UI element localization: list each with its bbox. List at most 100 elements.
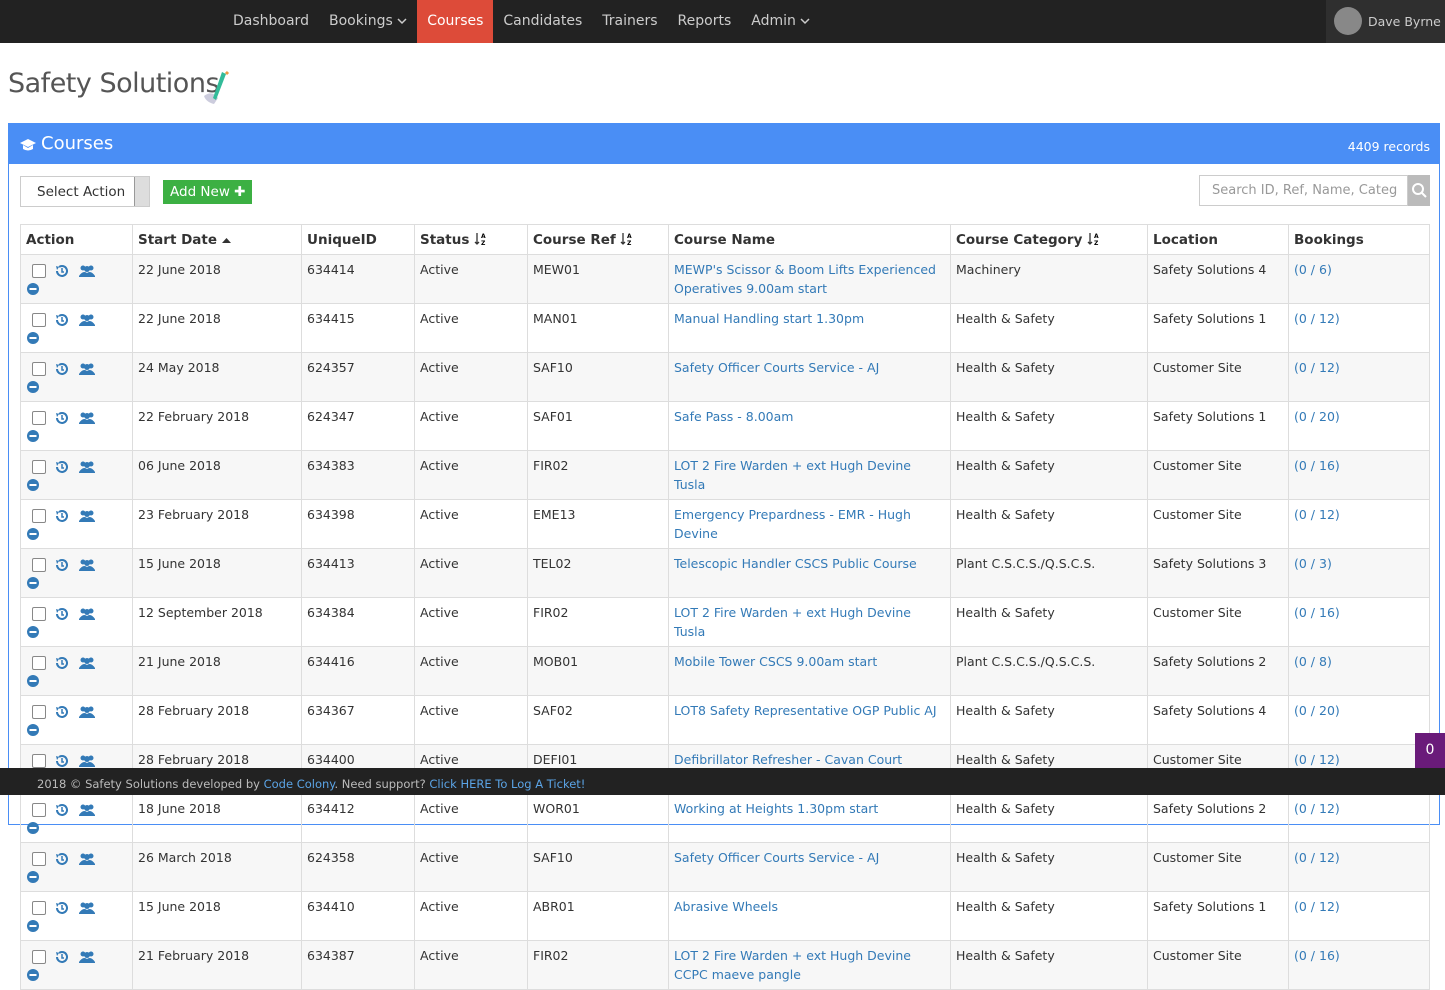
row-checkbox[interactable] bbox=[32, 508, 46, 523]
remove-icon[interactable] bbox=[26, 919, 40, 933]
bookings-link[interactable]: (0 / 16) bbox=[1294, 605, 1340, 620]
bookings-link[interactable]: (0 / 12) bbox=[1294, 360, 1340, 375]
add-label[interactable]: Add New bbox=[170, 184, 230, 200]
history-icon[interactable] bbox=[54, 607, 68, 621]
history-icon[interactable] bbox=[54, 558, 68, 572]
column-title[interactable]: Course Name bbox=[674, 231, 775, 248]
row-checkbox[interactable] bbox=[32, 606, 46, 621]
bookings-link[interactable]: (0 / 8) bbox=[1294, 654, 1332, 669]
nav-item[interactable]: Courses bbox=[417, 0, 494, 43]
remove-icon[interactable] bbox=[26, 723, 40, 737]
bookings-link[interactable]: (0 / 12) bbox=[1294, 752, 1340, 767]
row-checkbox[interactable] bbox=[32, 704, 46, 719]
candidates-icon[interactable] bbox=[78, 754, 96, 768]
remove-icon[interactable] bbox=[26, 478, 40, 492]
add-new-button[interactable]: Add New ✚ bbox=[163, 180, 253, 204]
history-icon[interactable] bbox=[54, 754, 68, 768]
candidates-icon[interactable] bbox=[78, 607, 96, 621]
candidates-icon[interactable] bbox=[78, 460, 96, 474]
row-checkbox[interactable] bbox=[32, 655, 46, 670]
remove-icon[interactable] bbox=[26, 968, 40, 982]
remove-icon[interactable] bbox=[26, 576, 40, 590]
history-icon[interactable] bbox=[54, 509, 68, 523]
history-icon[interactable] bbox=[54, 852, 68, 866]
history-icon[interactable] bbox=[54, 411, 68, 425]
candidates-icon[interactable] bbox=[78, 656, 96, 670]
candidates-icon[interactable] bbox=[78, 264, 96, 278]
history-icon[interactable] bbox=[54, 362, 68, 376]
candidates-icon[interactable] bbox=[78, 852, 96, 866]
column-header[interactable]: Location bbox=[1147, 224, 1289, 255]
column-title[interactable]: Course Ref bbox=[533, 231, 616, 248]
notification-badge[interactable]: 0 bbox=[1415, 733, 1445, 768]
row-checkbox[interactable] bbox=[32, 802, 46, 817]
course-name-link[interactable]: Safe Pass - 8.00am bbox=[674, 409, 794, 424]
column-header[interactable]: UniqueID bbox=[301, 224, 415, 255]
search-input[interactable]: Search ID, Ref, Name, Categ bbox=[1199, 175, 1408, 206]
row-checkbox[interactable] bbox=[32, 900, 46, 915]
column-header[interactable]: Start Date bbox=[132, 224, 302, 255]
bookings-link[interactable]: (0 / 16) bbox=[1294, 948, 1340, 963]
column-title[interactable]: Status bbox=[420, 231, 470, 248]
search-button[interactable] bbox=[1408, 175, 1430, 206]
row-checkbox[interactable] bbox=[32, 361, 46, 376]
candidates-icon[interactable] bbox=[78, 509, 96, 523]
remove-icon[interactable] bbox=[26, 821, 40, 835]
column-title[interactable]: Bookings bbox=[1294, 231, 1364, 248]
remove-icon[interactable] bbox=[26, 331, 40, 345]
bookings-link[interactable]: (0 / 12) bbox=[1294, 311, 1340, 326]
candidates-icon[interactable] bbox=[78, 901, 96, 915]
course-name-link[interactable]: Working at Heights 1.30pm start bbox=[674, 801, 879, 816]
remove-icon[interactable] bbox=[26, 870, 40, 884]
course-name-link[interactable]: MEWP's Scissor & Boom Lifts Experienced … bbox=[674, 262, 936, 296]
column-title[interactable]: UniqueID bbox=[307, 231, 377, 248]
course-name-link[interactable]: LOT8 Safety Representative OGP Public AJ bbox=[674, 703, 937, 718]
remove-icon[interactable] bbox=[26, 380, 40, 394]
user-menu[interactable]: Dave Byrne bbox=[1326, 0, 1445, 43]
course-name-link[interactable]: Mobile Tower CSCS 9.00am start bbox=[674, 654, 878, 669]
candidates-icon[interactable] bbox=[78, 705, 96, 719]
nav-item[interactable]: Trainers bbox=[602, 13, 658, 29]
candidates-icon[interactable] bbox=[78, 950, 96, 964]
nav-item[interactable]: Reports bbox=[677, 13, 732, 29]
column-header[interactable]: Bookings bbox=[1288, 224, 1430, 255]
history-icon[interactable] bbox=[54, 705, 68, 719]
remove-icon[interactable] bbox=[26, 429, 40, 443]
row-checkbox[interactable] bbox=[32, 410, 46, 425]
row-checkbox[interactable] bbox=[32, 459, 46, 474]
course-name-link[interactable]: Manual Handling start 1.30pm bbox=[674, 311, 865, 326]
user-name[interactable]: Dave Byrne bbox=[1368, 14, 1441, 29]
history-icon[interactable] bbox=[54, 803, 68, 817]
column-header[interactable]: Course Name bbox=[668, 224, 951, 255]
history-icon[interactable] bbox=[54, 460, 68, 474]
remove-icon[interactable] bbox=[26, 625, 40, 639]
nav-item[interactable]: Admin bbox=[741, 0, 820, 43]
column-title[interactable]: Start Date bbox=[138, 231, 218, 248]
history-icon[interactable] bbox=[54, 656, 68, 670]
bookings-link[interactable]: (0 / 20) bbox=[1294, 409, 1340, 424]
nav-item[interactable]: Candidates bbox=[503, 13, 583, 29]
remove-icon[interactable] bbox=[26, 527, 40, 541]
bookings-link[interactable]: (0 / 3) bbox=[1294, 556, 1332, 571]
course-name-link[interactable]: LOT 2 Fire Warden + ext Hugh Devine Tusl… bbox=[674, 458, 911, 492]
candidates-icon[interactable] bbox=[78, 313, 96, 327]
bookings-link[interactable]: (0 / 12) bbox=[1294, 899, 1340, 914]
row-checkbox[interactable] bbox=[32, 312, 46, 327]
candidates-icon[interactable] bbox=[78, 803, 96, 817]
row-checkbox[interactable] bbox=[32, 263, 46, 278]
candidates-icon[interactable] bbox=[78, 411, 96, 425]
course-name-link[interactable]: Emergency Prepardness - EMR - Hugh Devin… bbox=[674, 507, 911, 541]
action-select[interactable]: Select Action bbox=[20, 176, 150, 207]
course-name-link[interactable]: LOT 2 Fire Warden + ext Hugh Devine Tusl… bbox=[674, 605, 911, 639]
history-icon[interactable] bbox=[54, 950, 68, 964]
bookings-link[interactable]: (0 / 6) bbox=[1294, 262, 1332, 277]
bookings-link[interactable]: (0 / 20) bbox=[1294, 703, 1340, 718]
course-name-link[interactable]: Safety Officer Courts Service - AJ bbox=[674, 360, 880, 375]
nav-item[interactable]: Dashboard bbox=[233, 13, 309, 29]
history-icon[interactable] bbox=[54, 313, 68, 327]
ticket-link[interactable]: Click HERE To Log A Ticket! bbox=[429, 777, 586, 791]
remove-icon[interactable] bbox=[26, 282, 40, 296]
